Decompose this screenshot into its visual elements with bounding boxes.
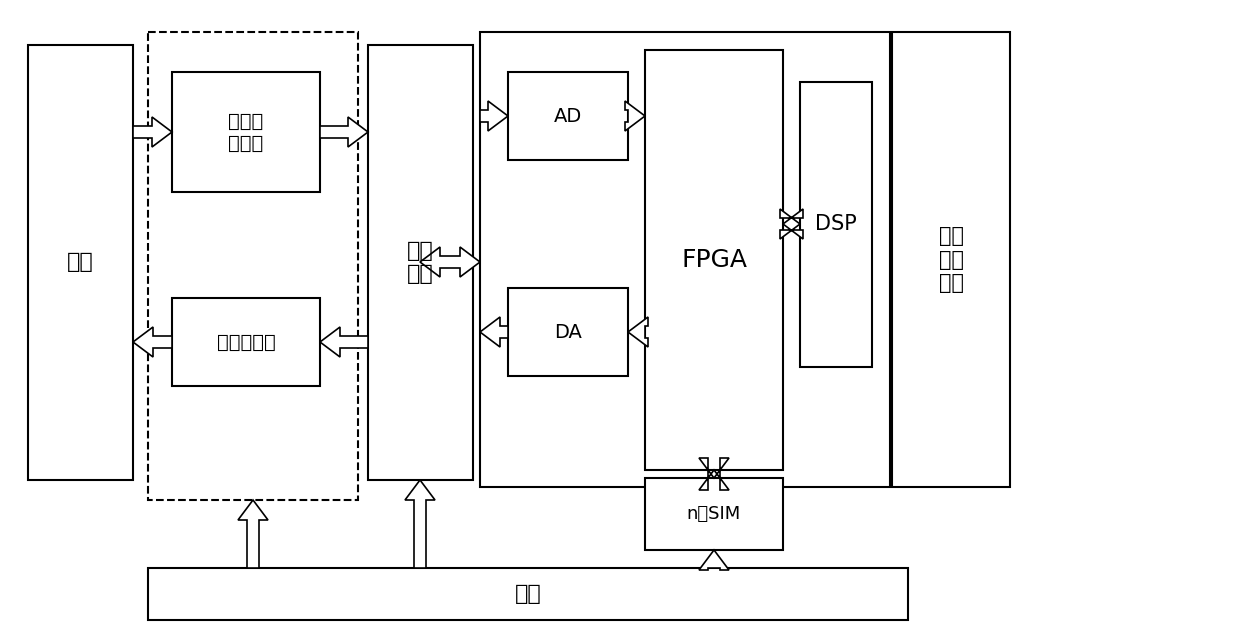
Bar — [29, 45, 133, 480]
Text: n张SIM: n张SIM — [687, 505, 742, 523]
Bar — [508, 72, 627, 160]
Polygon shape — [699, 458, 729, 490]
Bar — [172, 72, 320, 192]
Bar — [172, 298, 320, 386]
Text: 基带
处理
模块: 基带 处理 模块 — [939, 226, 963, 293]
Polygon shape — [480, 101, 508, 131]
Polygon shape — [480, 317, 508, 347]
Bar — [148, 568, 908, 620]
Bar — [645, 50, 782, 470]
Text: 电源: 电源 — [515, 584, 542, 604]
Polygon shape — [780, 209, 804, 239]
Polygon shape — [133, 117, 172, 147]
Text: 低噪声
放大器: 低噪声 放大器 — [228, 112, 264, 153]
Polygon shape — [320, 327, 368, 357]
Polygon shape — [320, 117, 368, 147]
Bar — [480, 32, 890, 487]
Polygon shape — [238, 500, 268, 568]
Polygon shape — [699, 550, 729, 570]
Bar — [148, 32, 358, 500]
Text: 射频
模块: 射频 模块 — [407, 241, 434, 284]
Text: AD: AD — [554, 107, 582, 126]
Polygon shape — [420, 247, 480, 277]
Polygon shape — [627, 317, 649, 347]
Text: 功率放大器: 功率放大器 — [217, 332, 275, 352]
Bar — [892, 32, 1011, 487]
Bar — [645, 478, 782, 550]
Polygon shape — [133, 327, 172, 357]
Polygon shape — [625, 101, 645, 131]
Text: 天线: 天线 — [67, 252, 94, 273]
Bar — [508, 288, 627, 376]
Bar — [368, 45, 472, 480]
Polygon shape — [405, 480, 435, 568]
Text: DSP: DSP — [815, 215, 857, 234]
Text: DA: DA — [554, 323, 582, 342]
Bar — [800, 82, 872, 367]
Text: FPGA: FPGA — [681, 248, 746, 272]
